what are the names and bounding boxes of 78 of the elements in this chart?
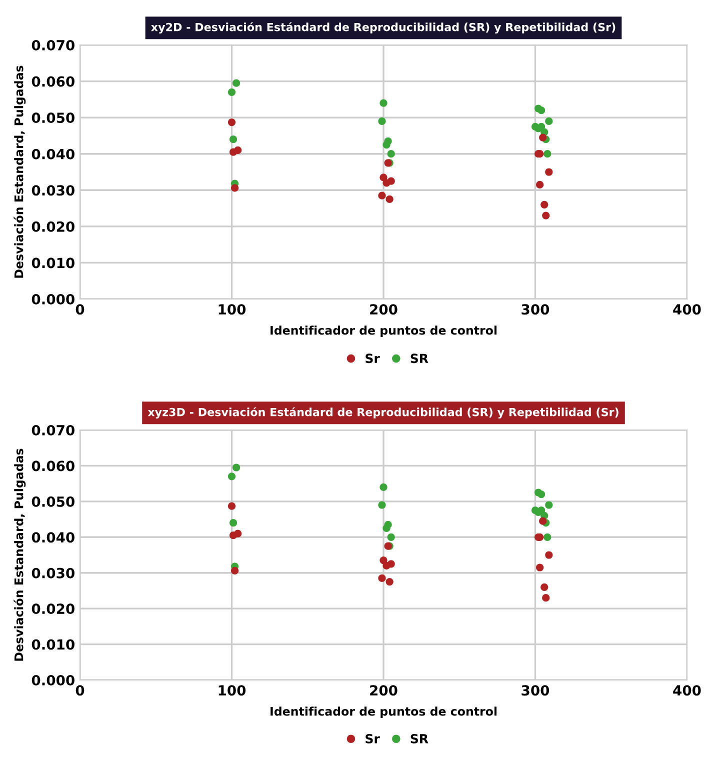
point (387, 560, 395, 568)
x-tick-label: 0 (76, 685, 84, 696)
point (229, 136, 238, 144)
point (539, 134, 547, 142)
y-tick-label: 0.000 (32, 294, 74, 304)
y-tick-label: 0.020 (32, 604, 74, 614)
point (387, 150, 395, 158)
point (382, 140, 390, 149)
point (542, 212, 550, 220)
y-tick-label: 0.040 (32, 532, 74, 543)
x-tick-label: 300 (522, 304, 550, 315)
point (378, 117, 386, 126)
legend-label: SR (410, 354, 428, 364)
x-tick-label: 400 (673, 304, 701, 315)
point (387, 177, 395, 185)
point (228, 502, 236, 510)
point (545, 168, 553, 176)
y-tick-label: 0.010 (32, 639, 74, 650)
point (538, 490, 546, 498)
x-tick-label: 200 (370, 685, 398, 696)
point (380, 99, 388, 107)
y-tick-label: 0.010 (32, 258, 74, 268)
point (228, 472, 236, 480)
point (232, 79, 240, 87)
legend-label: Sr (366, 734, 380, 744)
y-tick-label: 0.050 (32, 112, 74, 124)
y-tick-label: 0.070 (32, 424, 74, 436)
point (538, 106, 546, 114)
legend-label: SR (410, 734, 428, 744)
point (542, 594, 550, 602)
point (545, 551, 553, 559)
chart-title: xy2D - Desviación Estándard de Reproducibilidad (SR) y Repetibilidad (Sr) (151, 22, 616, 34)
point (536, 564, 544, 572)
x-tick-label: 200 (370, 304, 398, 315)
point (228, 88, 236, 96)
chart-title: xyz3D - Desviación Estándard de Reproducibilidad (SR) y Repetibilidad (Sr) (148, 407, 618, 419)
x-axis-title: Identificador de puntos de control (270, 326, 497, 338)
point (540, 200, 548, 208)
y-tick-label: 0.050 (32, 496, 74, 507)
point (536, 180, 544, 189)
y-tick-label: 0.000 (32, 674, 74, 686)
point (230, 566, 239, 575)
point (378, 192, 386, 200)
x-axis-title: Identificador de puntos de control (270, 706, 497, 718)
x-tick-label: 100 (218, 304, 246, 315)
point (228, 118, 236, 126)
point (234, 530, 242, 538)
point (230, 184, 239, 192)
y-axis-title: Desviación Estandard, Pulgadas (14, 66, 26, 278)
point (545, 501, 553, 509)
point (234, 146, 242, 154)
y-axis-title: Desviación Estandard, Pulgadas (14, 448, 26, 661)
point (378, 574, 386, 582)
point (229, 519, 238, 527)
y-tick-label: 0.060 (32, 460, 74, 472)
y-tick-label: 0.020 (32, 221, 74, 232)
point (386, 578, 394, 586)
y-tick-label: 0.070 (32, 40, 74, 50)
legend-label: Sr (366, 354, 380, 364)
point (540, 583, 548, 591)
x-tick-label: 400 (673, 685, 701, 696)
y-tick-label: 0.060 (32, 76, 74, 87)
point (545, 117, 553, 126)
point (232, 464, 240, 472)
x-tick-label: 100 (218, 685, 246, 696)
point (387, 533, 395, 541)
y-tick-label: 0.030 (32, 185, 74, 196)
x-tick-label: 300 (522, 685, 550, 696)
point (378, 501, 386, 509)
point (386, 195, 394, 204)
point (380, 483, 388, 491)
y-tick-label: 0.040 (32, 148, 74, 160)
y-tick-label: 0.030 (32, 568, 74, 578)
point (544, 150, 552, 158)
x-tick-label: 0 (76, 304, 84, 315)
point (539, 517, 547, 525)
point (544, 533, 552, 541)
point (382, 524, 390, 532)
